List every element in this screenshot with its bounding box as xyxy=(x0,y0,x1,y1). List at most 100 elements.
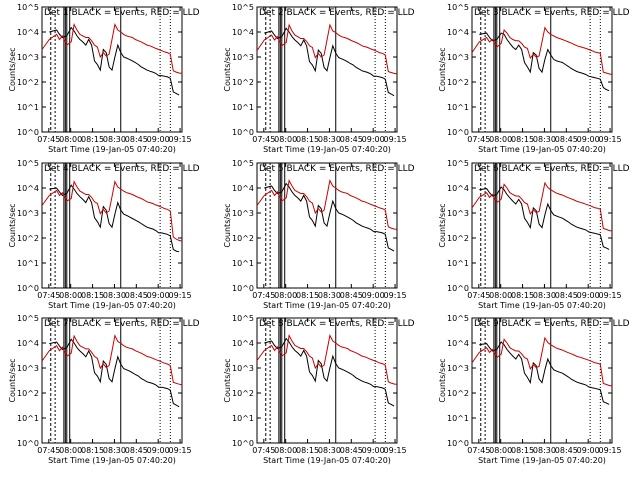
x-tick-label: 08:00 xyxy=(274,291,297,300)
x-tick-label: 08:45 xyxy=(555,291,578,300)
y-tick-label: 10^4 xyxy=(17,184,39,193)
series-events-line xyxy=(264,182,395,252)
y-tick-label: 10^0 xyxy=(232,439,254,448)
panel-det-9: 10^010^110^210^310^410^507:4508:0008:150… xyxy=(438,314,630,465)
plot-frame xyxy=(471,6,613,133)
panel-det-4: 10^010^110^210^310^410^507:4508:0008:150… xyxy=(8,159,200,310)
x-tick-label: 08:30 xyxy=(533,291,556,300)
y-tick-label: 10^2 xyxy=(447,78,469,87)
x-tick-label: 08:00 xyxy=(59,135,82,144)
panel-det-2: 10^010^110^210^310^410^507:4508:0008:150… xyxy=(223,3,415,154)
x-tick-label: 08:45 xyxy=(125,291,148,300)
x-tick-label: 08:30 xyxy=(103,135,126,144)
y-tick-label: 10^2 xyxy=(232,389,254,398)
y-tick-label: 10^3 xyxy=(232,53,254,62)
x-tick-label: 09:15 xyxy=(599,291,622,300)
panel-det-8: 10^010^110^210^310^410^507:4508:0008:150… xyxy=(223,314,415,465)
x-axis-title: Start Time (19-Jan-05 07:40:20) xyxy=(263,145,391,154)
y-tick-label: 10^5 xyxy=(447,159,469,168)
x-axis-title: Start Time (19-Jan-05 07:40:20) xyxy=(48,145,176,154)
y-tick-label: 10^4 xyxy=(17,339,39,348)
x-tick-label: 08:30 xyxy=(103,291,126,300)
series-lld-line xyxy=(256,333,398,385)
panel-title: Det 1 BLACK = Events, RED = LLD xyxy=(44,8,200,18)
y-tick-label: 10^5 xyxy=(17,314,39,323)
x-tick-label: 09:15 xyxy=(169,135,192,144)
y-tick-label: 10^1 xyxy=(232,103,254,112)
x-tick-label: 08:30 xyxy=(318,135,341,144)
x-tick-label: 09:00 xyxy=(147,135,170,144)
x-tick-label: 08:30 xyxy=(533,135,556,144)
x-tick-label: 09:00 xyxy=(147,446,170,455)
panel-title: Det 4 BLACK = Events, RED = LLD xyxy=(44,164,200,174)
y-tick-label: 10^0 xyxy=(447,439,469,448)
y-tick-label: 10^4 xyxy=(447,28,469,37)
y-tick-label: 10^1 xyxy=(447,414,469,423)
panel-title: Det 6 BLACK = Events, RED = LLD xyxy=(474,164,630,174)
x-tick-label: 07:45 xyxy=(467,291,490,300)
y-tick-label: 10^4 xyxy=(447,184,469,193)
y-tick-label: 10^2 xyxy=(447,389,469,398)
x-tick-label: 07:45 xyxy=(37,135,60,144)
plot-frame xyxy=(256,317,398,444)
x-tick-label: 08:15 xyxy=(81,135,104,144)
series-events-line xyxy=(49,26,180,96)
x-axis-title: Start Time (19-Jan-05 07:40:20) xyxy=(478,301,606,310)
x-tick-label: 08:30 xyxy=(318,446,341,455)
x-tick-label: 09:00 xyxy=(577,291,600,300)
series-lld-line xyxy=(41,334,183,386)
y-axis-title: Counts/sec xyxy=(223,203,232,247)
x-tick-label: 08:15 xyxy=(81,291,104,300)
x-tick-label: 09:15 xyxy=(384,291,407,300)
x-tick-label: 09:00 xyxy=(362,135,385,144)
panel-title: Det 9 BLACK = Events, RED = LLD xyxy=(474,319,630,329)
x-tick-label: 08:30 xyxy=(103,446,126,455)
y-axis-title: Counts/sec xyxy=(223,47,232,91)
x-tick-label: 08:45 xyxy=(125,446,148,455)
x-axis-title: Start Time (19-Jan-05 07:40:20) xyxy=(263,301,391,310)
y-tick-label: 10^0 xyxy=(447,284,469,293)
x-tick-label: 08:45 xyxy=(125,135,148,144)
x-axis-title: Start Time (19-Jan-05 07:40:20) xyxy=(48,456,176,465)
x-tick-label: 08:15 xyxy=(296,446,319,455)
y-axis-title: Counts/sec xyxy=(438,47,447,91)
plot-frame xyxy=(256,6,398,133)
x-axis-title: Start Time (19-Jan-05 07:40:20) xyxy=(263,456,391,465)
y-tick-label: 10^5 xyxy=(447,314,469,323)
x-tick-label: 08:30 xyxy=(533,446,556,455)
x-tick-label: 08:45 xyxy=(340,135,363,144)
panel-det-7: 10^010^110^210^310^410^507:4508:0008:150… xyxy=(8,314,200,465)
y-tick-label: 10^5 xyxy=(17,3,39,12)
y-tick-label: 10^1 xyxy=(447,259,469,268)
x-axis-title: Start Time (19-Jan-05 07:40:20) xyxy=(48,301,176,310)
y-tick-label: 10^1 xyxy=(232,259,254,268)
y-tick-label: 10^5 xyxy=(17,159,39,168)
panel-title: Det 7 BLACK = Events, RED = LLD xyxy=(44,319,200,329)
x-tick-label: 08:15 xyxy=(511,135,534,144)
y-tick-label: 10^2 xyxy=(17,234,39,243)
y-tick-label: 10^3 xyxy=(17,53,39,62)
x-tick-label: 08:15 xyxy=(81,446,104,455)
x-tick-label: 08:00 xyxy=(274,135,297,144)
x-tick-label: 08:00 xyxy=(59,446,82,455)
x-tick-label: 08:15 xyxy=(296,135,319,144)
y-tick-label: 10^5 xyxy=(232,159,254,168)
y-tick-label: 10^0 xyxy=(447,128,469,137)
x-tick-label: 07:45 xyxy=(37,446,60,455)
plot-frame xyxy=(41,162,183,289)
series-lld-line xyxy=(471,336,613,387)
series-lld-line xyxy=(471,26,613,75)
y-tick-label: 10^2 xyxy=(447,234,469,243)
plot-frame xyxy=(256,162,398,289)
x-tick-label: 09:15 xyxy=(384,446,407,455)
series-lld-line xyxy=(256,178,398,230)
series-events-line xyxy=(264,27,395,97)
series-events-line xyxy=(479,186,610,250)
x-tick-label: 07:45 xyxy=(467,135,490,144)
series-lld-line xyxy=(471,181,613,232)
y-tick-label: 10^3 xyxy=(17,364,39,373)
series-lld-line xyxy=(41,180,183,242)
plot-frame xyxy=(41,317,183,444)
panel-det-5: 10^010^110^210^310^410^507:4508:0008:150… xyxy=(223,159,415,310)
